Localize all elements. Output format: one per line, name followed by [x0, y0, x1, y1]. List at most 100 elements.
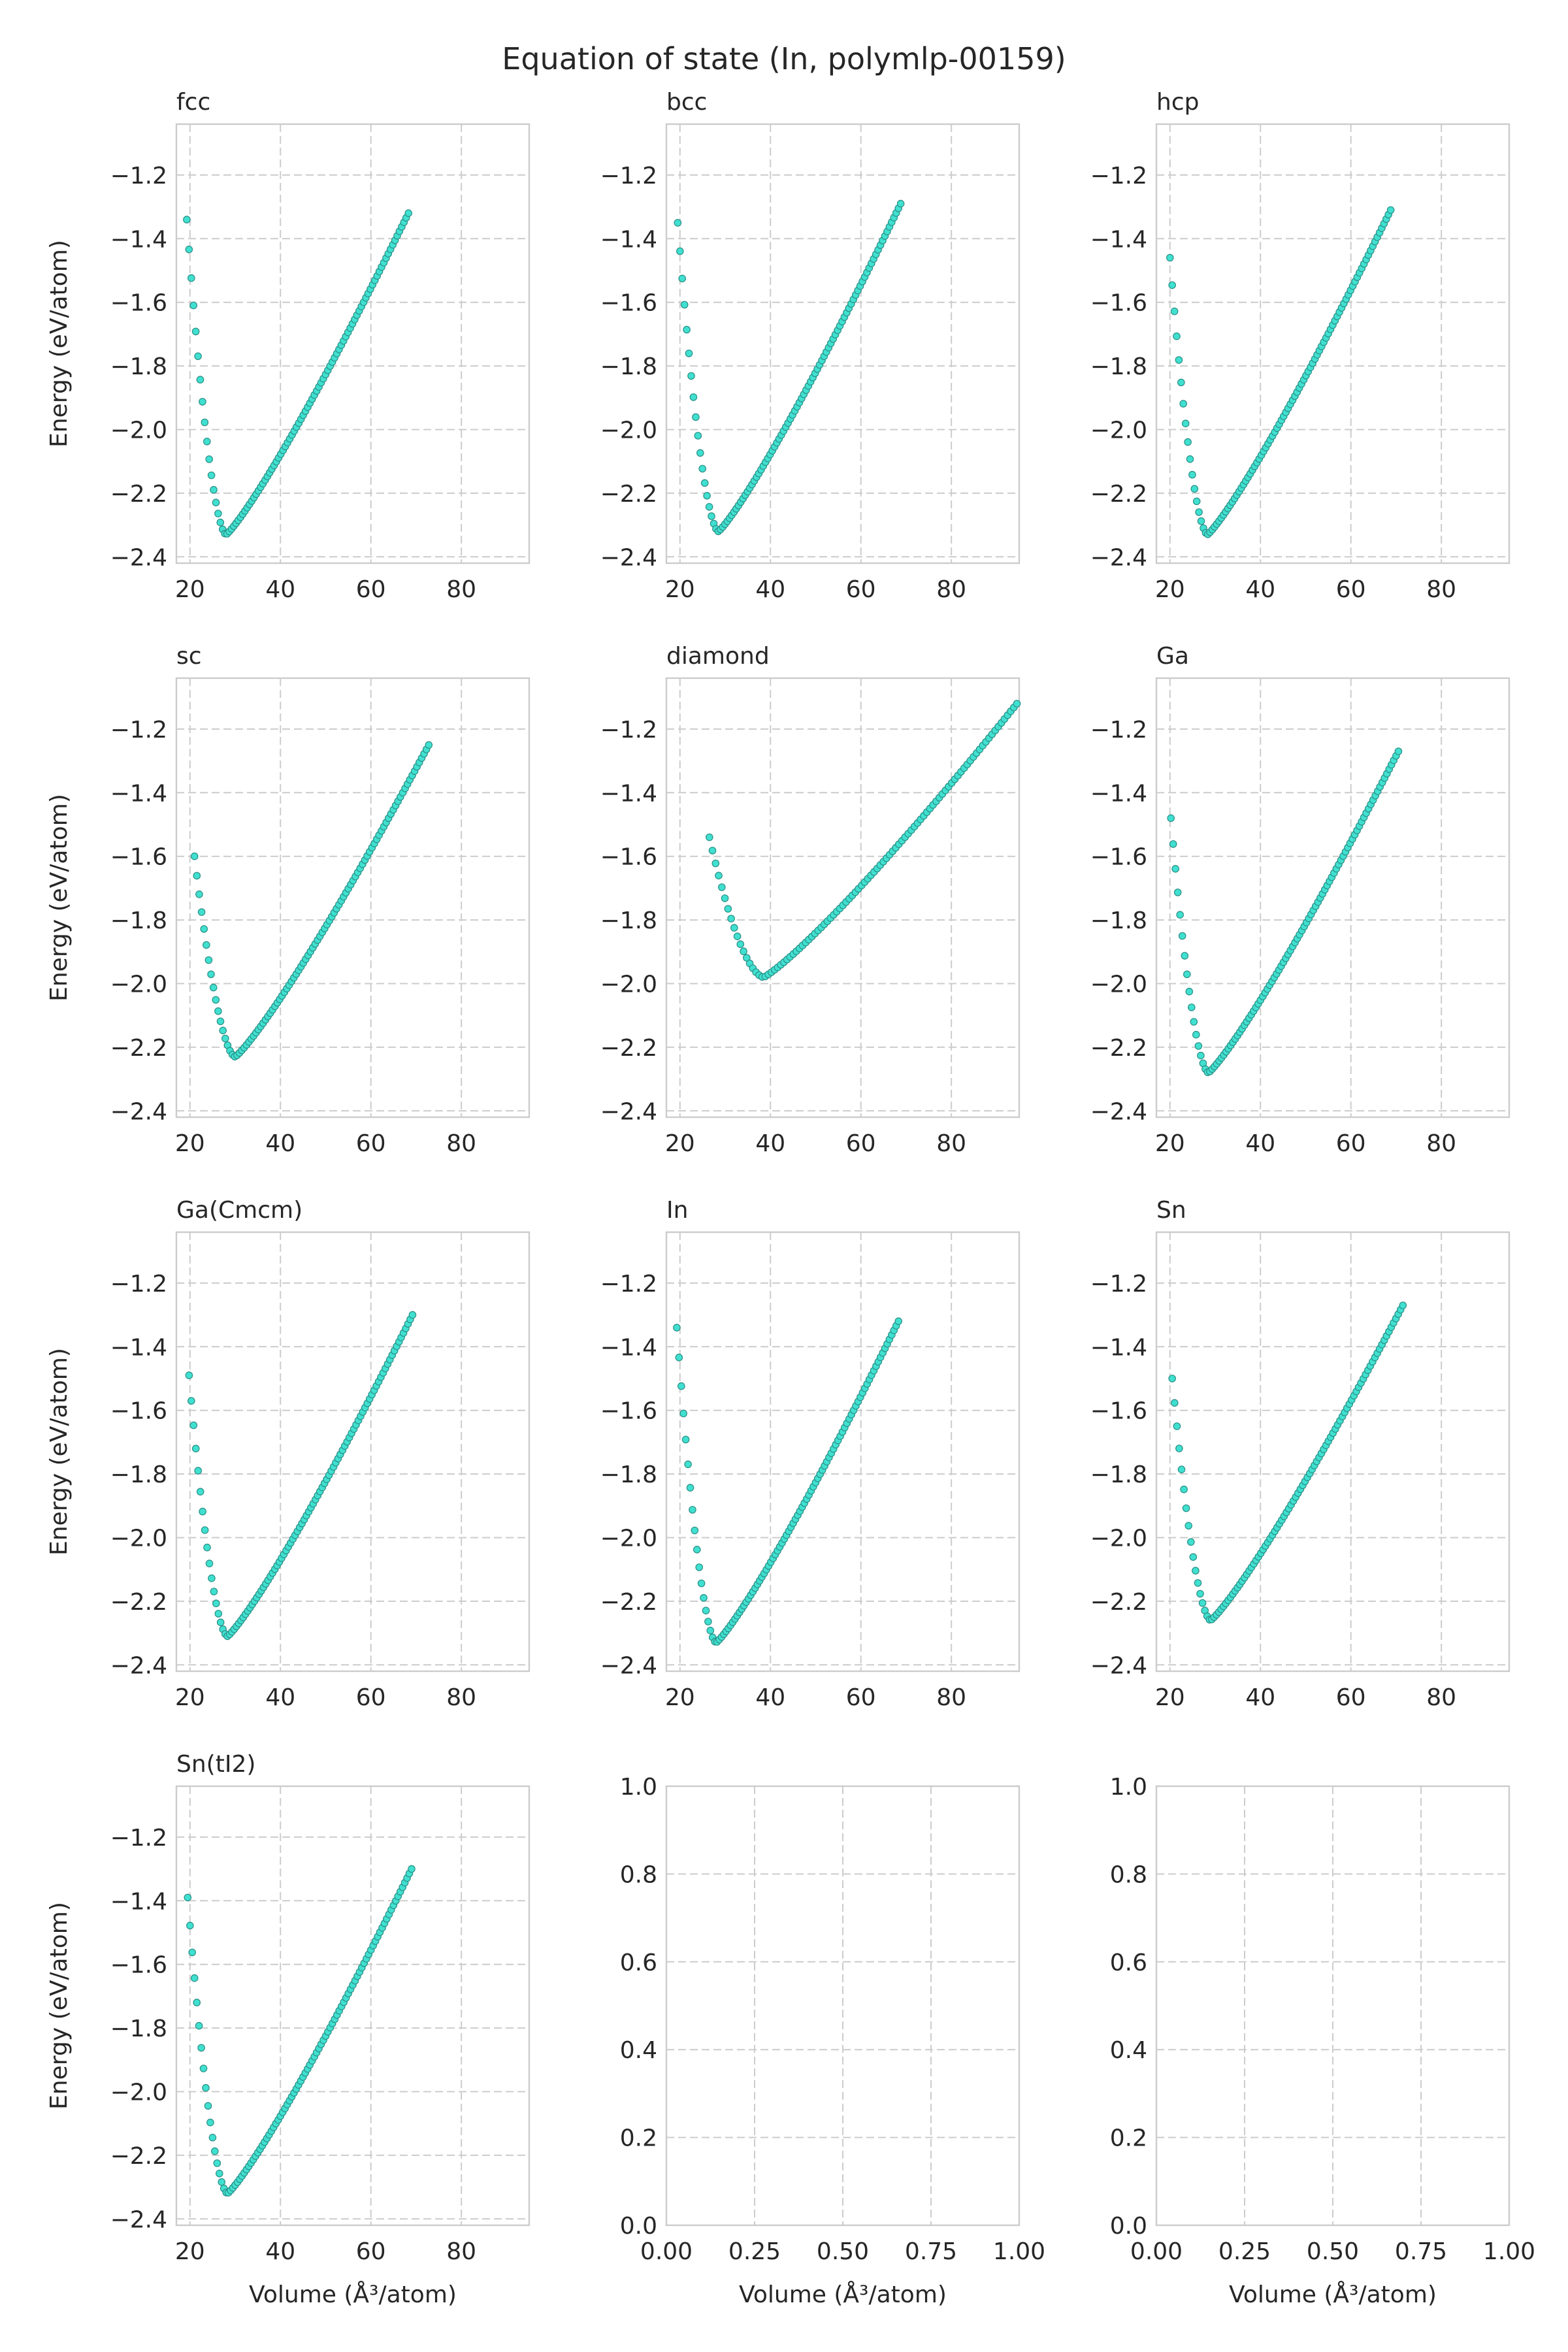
y-tick-label: −1.4 — [110, 1888, 167, 1915]
data-point — [408, 1865, 416, 1873]
y-tick-label: −1.6 — [110, 1952, 167, 1979]
subplot-title: bcc — [666, 89, 707, 116]
y-tick-label: 0.8 — [620, 1861, 657, 1888]
data-point — [214, 1610, 223, 1618]
data-point — [1166, 253, 1174, 262]
x-tick-label: 40 — [265, 2238, 295, 2265]
y-tick-label: −2.4 — [1090, 1652, 1147, 1679]
x-tick-label: 80 — [446, 2238, 476, 2265]
data-point — [1175, 1445, 1183, 1452]
y-tick-label: 0.0 — [1110, 2213, 1147, 2240]
data-point — [1176, 911, 1184, 919]
y-tick-label: −1.8 — [600, 907, 657, 934]
data-point — [221, 1034, 229, 1043]
subplot-title: hcp — [1156, 89, 1199, 116]
data-point — [700, 479, 709, 487]
data-point — [733, 932, 742, 940]
x-tick-label: 0.50 — [1307, 2238, 1359, 2265]
y-tick-label: −2.4 — [600, 1652, 657, 1679]
data-point — [215, 2170, 223, 2178]
y-tick-label: −2.2 — [1090, 481, 1147, 508]
data-point — [1180, 1485, 1188, 1494]
y-tick-label: −1.8 — [600, 1462, 657, 1488]
y-tick-label: −1.6 — [1090, 290, 1147, 317]
x-tick-label: 40 — [265, 1130, 295, 1157]
y-tick-label: 0.0 — [620, 2213, 657, 2240]
x-tick-label: 40 — [265, 576, 295, 603]
y-tick-label: −2.4 — [110, 1652, 167, 1679]
y-tick-label: −1.8 — [1090, 353, 1147, 380]
y-tick-label: 1.0 — [1110, 1774, 1147, 1801]
x-tick-label: 80 — [1426, 1684, 1456, 1711]
data-point — [679, 1409, 687, 1418]
data-point — [1182, 1504, 1190, 1512]
y-tick-label: −2.2 — [600, 481, 657, 508]
data-point — [1192, 1030, 1200, 1039]
x-tick-label: 20 — [665, 576, 695, 603]
subplot-title: fcc — [176, 89, 210, 116]
y-tick-label: −1.2 — [1090, 1271, 1147, 1298]
data-point — [196, 376, 204, 384]
subplot-title: Ga(Cmcm) — [176, 1197, 302, 1224]
data-point — [193, 1999, 201, 2006]
data-points — [1167, 747, 1403, 1077]
data-point — [696, 449, 704, 457]
y-tick-label: −1.8 — [600, 353, 657, 380]
data-point — [1168, 1375, 1176, 1382]
data-point — [1194, 1042, 1203, 1050]
y-tick-label: 0.6 — [1110, 1950, 1147, 1976]
x-tick-label: 0.00 — [1130, 2238, 1183, 2265]
data-point — [190, 852, 199, 860]
data-point — [201, 418, 209, 427]
data-point — [1178, 932, 1186, 940]
axes-frame — [175, 1785, 531, 2227]
data-point — [1386, 206, 1395, 214]
data-point — [700, 1593, 708, 1602]
data-point — [184, 1893, 192, 1902]
data-point — [195, 890, 203, 898]
x-tick-label: 60 — [356, 1130, 386, 1157]
data-point — [680, 301, 689, 309]
subplot-title: Sn — [1156, 1197, 1186, 1224]
data-points — [1168, 1301, 1407, 1624]
subplot-grid: 20 40 60 80 −2.4 −2.2 −2.0 −1.8 −1.6 −1.4 −1.2 fcc E… — [46, 89, 1535, 2308]
data-point — [1179, 400, 1187, 408]
x-tick-label: 40 — [1245, 576, 1275, 603]
x-tick-label: 0.00 — [640, 2238, 693, 2265]
axes-frame — [665, 123, 1021, 564]
data-point — [894, 1317, 902, 1326]
y-tick-label: −2.0 — [110, 417, 167, 444]
data-point — [210, 485, 218, 494]
y-tick-label: −1.8 — [110, 2016, 167, 2042]
x-tick-label: 0.25 — [728, 2238, 781, 2265]
data-point — [736, 940, 745, 948]
data-point — [1184, 438, 1192, 446]
y-tick-label: −1.4 — [1090, 1334, 1147, 1361]
data-point — [1175, 356, 1183, 364]
data-point — [187, 274, 195, 282]
data-point — [1173, 889, 1182, 896]
x-tick-label: 20 — [1155, 1130, 1185, 1157]
data-point — [1197, 517, 1205, 525]
y-tick-label: 1.0 — [620, 1774, 657, 1801]
data-point — [695, 1563, 703, 1571]
x-tick-label: 0.25 — [1218, 2238, 1271, 2265]
x-tick-label: 60 — [356, 2238, 386, 2265]
x-tick-label: 60 — [846, 576, 876, 603]
data-point — [698, 465, 706, 473]
data-point — [204, 2102, 212, 2110]
x-tick-label: 60 — [846, 1130, 876, 1157]
y-tick-label: 0.4 — [620, 2037, 657, 2064]
x-tick-label: 60 — [356, 576, 386, 603]
data-point — [691, 1526, 699, 1535]
axes-frame — [665, 1785, 1021, 2227]
data-point — [216, 1017, 225, 1026]
data-point — [678, 1382, 685, 1390]
data-point — [214, 510, 222, 517]
data-point — [740, 947, 747, 955]
data-point — [1177, 1465, 1186, 1473]
data-point — [208, 2134, 217, 2142]
x-tick-label: 80 — [936, 1130, 966, 1157]
x-tick-label: 60 — [1336, 576, 1366, 603]
